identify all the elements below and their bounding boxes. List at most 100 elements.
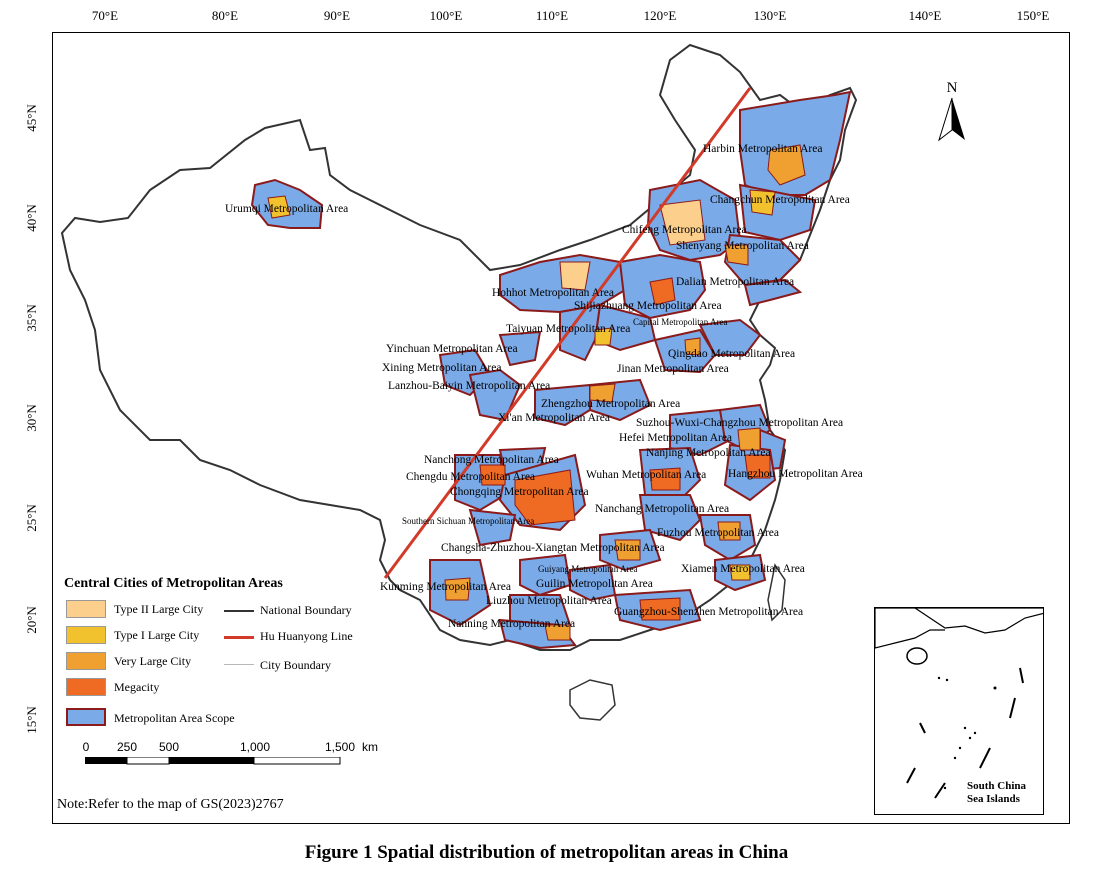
urumqi-center [267,195,291,219]
taiwan-island [767,563,786,622]
guilin-scope [569,563,617,602]
kunming-center [444,577,471,601]
metro-label: Urumqi Metropolitan Area [225,203,348,215]
metro-label: Yinchuan Metropolitan Area [386,343,518,355]
hefei-scope [669,408,732,457]
metro-label: Chifeng Metropolitan Area [622,224,747,236]
harbin-scope [739,90,852,196]
metro-label: Fuzhou Metropolitan Area [657,527,779,539]
xiamen-center [729,564,751,581]
north-arrow-label: N [947,80,958,96]
metro-label: Changsha-Zhuzhou-Xiangtan Metropolitan A… [441,542,665,554]
legend: Central Cities of Metropolitan Areas Typ… [64,572,374,742]
legend-swatch-megacity [66,678,106,696]
yinchuan-scope [498,330,542,367]
chifeng-center [659,199,706,246]
metro-label: Guilin Metropolitan Area [536,578,653,590]
figure-caption: Figure 1 Spatial distribution of metropo… [304,842,789,863]
metro-label: Dalian Metropolitan Area [676,276,794,288]
legend-label-hu: Hu Huanyong Line [260,629,353,643]
zhengzhou-center [589,383,616,403]
changchun-center [749,189,776,216]
chongqing-center [514,469,576,526]
legend-label-megacity: Megacity [114,680,160,694]
scale-label-1000: 1,000 [239,740,271,754]
metro-label: Guangzhou-Shenzhen Metropolitan Area [614,606,803,618]
lon-tick-130: 130°E [753,8,787,23]
harbin-center [767,144,806,186]
legend-title: Central Cities of Metropolitan Areas [64,576,283,591]
hangzhou-center [744,454,771,479]
metro-label: Jinan Metropolitan Area [617,363,729,375]
hainan-island [569,679,616,721]
metro-label: Chengdu Metropolitan Area [406,471,535,483]
scale-unit: km [362,740,378,754]
lon-tick-140: 140°E [908,8,942,23]
map-note: Note:Refer to the map of GS(2023)2767 [57,797,284,812]
lon-tick-120: 120°E [643,8,677,23]
legend-label-type2: Type II Large City [114,602,204,616]
metro-label: Xi'an Metropolitan Area [498,412,610,424]
nanjing-center [737,427,761,451]
metro-label: Guiyang Metropolitan Area [538,564,637,574]
south-china-sea-inset: South China Sea Islands [874,607,1044,815]
inset-map [875,608,1043,799]
legend-line-city [224,664,254,665]
scale-label-500: 500 [158,740,180,754]
guiyang-scope [519,553,572,597]
metro-label: Lanzhou-Baiyin Metropolitan Area [388,380,550,392]
lon-tick-110: 110°E [535,8,569,23]
qingdao-center [684,337,701,356]
scale-label-250: 250 [116,740,138,754]
lon-tick-70: 70°E [91,8,119,23]
nanning-center [544,624,571,641]
scale-label-0: 0 [82,740,90,754]
metro-label: Hohhot Metropolitan Area [492,287,614,299]
metro-label: Nanchang Metropolitan Area [595,503,729,515]
legend-swatch-scope [66,708,106,726]
legend-swatch-type2 [66,600,106,618]
legend-swatch-very-large [66,652,106,670]
legend-label-scope: Metropolitan Area Scope [114,711,235,725]
scale-label-1500: 1,500 [324,740,356,754]
metro-label: Nanjing Metropolitan Area [646,447,771,459]
metro-label: Wuhan Metropolitan Area [586,469,706,481]
fuzhou-center [717,521,741,541]
xian-scope [534,383,591,427]
dalian-scope [743,278,803,307]
legend-label-city: City Boundary [260,658,331,672]
wuhan-center [649,467,681,491]
legend-label-very-large: Very Large City [114,654,192,668]
metro-label: Shenyang Metropolitan Area [676,240,809,252]
lon-tick-150: 150°E [1016,8,1050,23]
metro-label: Shijiazhuang Metropolitan Area [574,300,722,312]
legend-swatch-type1 [66,626,106,644]
legend-line-national [224,610,254,612]
legend-line-hu [224,636,254,639]
chengdu-center [479,464,506,486]
hohhot-center [559,261,591,291]
metro-label: Nanchong Metropolitan Area [424,454,559,466]
changsha-center [614,539,641,561]
legend-label-national: National Boundary [260,603,352,617]
lanzhou-scope [468,368,522,422]
lon-tick-100: 100°E [429,8,463,23]
metro-label: Hefei Metropolitan Area [619,432,732,444]
metro-label: Southern Sichuan Metropolitan Area [402,516,534,526]
scale-bar-graphic [85,757,341,765]
shenyang-center [724,244,749,266]
metro-label: Xining Metropolitan Area [382,362,501,374]
southern-sichuan-scope [468,508,517,547]
metro-label: Zhengzhou Metropolitan Area [541,398,680,410]
metro-label: Liuzhou Metropolitan Area [486,595,612,607]
metro-label: Capital Metropolitan Area [633,317,727,327]
taiyuan-center [594,327,613,346]
metro-label: Nanning Metropolitan Area [448,618,575,630]
nanchang-scope [638,494,702,542]
legend-label-type1: Type I Large City [114,628,200,642]
metro-label: Hangzhou Metropolitan Area [728,468,863,480]
capital-center [649,277,676,306]
metro-label: Harbin Metropolitan Area [703,143,822,155]
metro-label: Xiamen Metropolitan Area [681,563,805,575]
